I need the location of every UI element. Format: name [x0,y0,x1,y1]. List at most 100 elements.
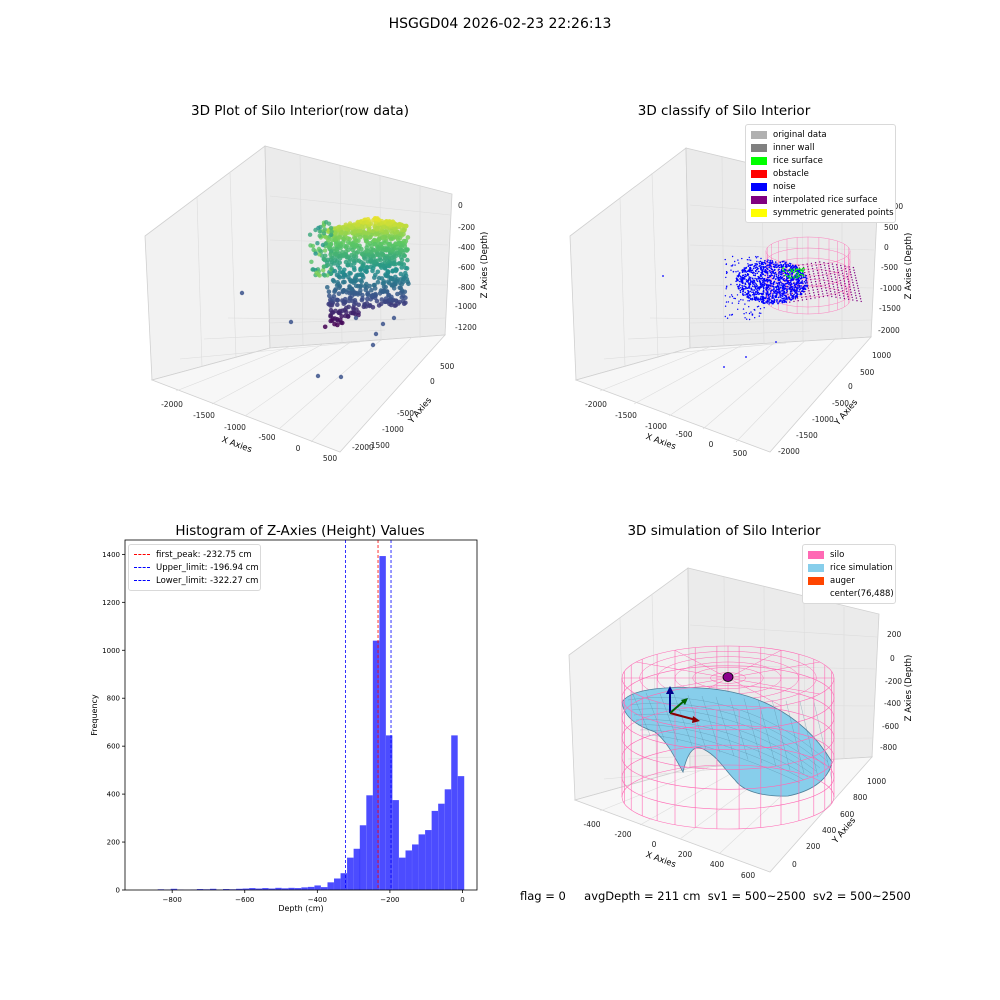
legend-label: Upper_limit: -196.94 cm [156,562,259,573]
noise-point [781,274,783,276]
noise-point [761,273,763,275]
noise-point [765,286,768,289]
raw-point [373,221,379,226]
noise-point [779,293,781,296]
noise-point [801,287,803,290]
interpolated-surface-point [811,267,814,270]
raw-point [365,220,370,225]
raw-point [361,262,366,268]
raw-point [382,257,387,263]
raw-point [373,292,378,298]
noise-point [771,270,774,273]
noise-point [781,276,784,279]
noise-point [777,285,780,288]
noise-point [771,289,773,292]
raw-point [351,305,356,310]
noise-point [781,287,784,290]
raw-point [348,241,353,246]
raw-point [328,307,334,313]
raw-point [376,236,382,242]
noise-point [746,279,749,282]
raw-point [342,299,348,305]
interpolated-surface-point [808,292,811,295]
noise-point [756,266,758,269]
raw-point [342,252,347,257]
noise-point [790,288,793,291]
noise-point [758,286,761,289]
raw-point [349,241,355,247]
noise-point [744,273,747,276]
noise-point [747,279,750,282]
raw-point [331,233,337,239]
rice-surface-point [782,267,785,269]
interpolated-surface-point [850,291,852,293]
raw-point [358,231,363,237]
raw-point [385,221,391,227]
noise-point [764,266,766,269]
interpolated-surface-point [797,300,799,302]
raw-point [354,273,359,278]
raw-point [385,279,391,285]
legend-swatch [808,563,824,572]
legend-entry: noise [751,180,890,193]
raw-point [387,235,393,241]
noise-point [797,270,800,273]
raw-z-tick: -400 [458,243,475,252]
noise-point [766,299,769,302]
noise-point [757,286,760,289]
raw-point [357,220,363,226]
noise-point [759,299,762,301]
noise-point [773,298,776,301]
raw-point [383,284,389,290]
interpolated-surface-point [798,264,800,267]
interpolated-surface-point [856,300,858,302]
interpolated-surface-point [794,268,796,270]
histogram-y-tick-label: 400 [107,791,120,799]
raw-point [321,257,327,262]
raw-point [390,260,396,266]
raw-point [343,222,349,228]
noise-point [768,285,770,287]
noise-point [792,277,794,280]
noise-point [793,266,795,269]
noise-point [768,265,771,267]
noise-point [797,280,799,283]
noise-point [766,280,769,283]
noise-point [795,265,797,268]
raw-point [350,298,356,304]
noise-point [761,300,763,302]
raw-point [323,235,329,240]
silo-top-ring [692,667,764,689]
noise-point [796,292,798,295]
classify-plot-title: 3D classify of Silo Interior [637,103,811,119]
noise-point [774,296,777,299]
raw-point [339,314,345,319]
noise-point [778,272,780,274]
simulation-plot-title: 3D simulation of Silo Interior [627,523,821,539]
raw-x-tick: -500 [258,433,275,442]
noise-point [794,283,796,285]
simulation-y-tick: 600 [840,810,855,819]
noise-point [761,277,764,279]
raw-point [387,219,392,224]
simulation-legend: silo rice simulation auger center(76,488… [802,544,896,604]
raw-point [316,269,321,274]
noise-point [782,293,784,295]
noise-point [769,279,772,282]
noise-point [789,290,792,293]
raw-point [366,227,372,232]
noise-point [757,267,759,270]
raw-point [365,254,371,259]
raw-point [326,301,332,307]
interpolated-surface-point [841,287,843,289]
noise-point [788,269,790,271]
raw-point [347,270,352,276]
interpolated-surface-point [794,287,796,289]
noise-point [738,273,740,276]
interpolated-surface-point [792,279,795,281]
interpolated-surface-point [846,290,848,293]
noise-point [787,270,789,272]
noise-point [785,274,787,276]
noise-point [783,286,785,289]
noise-point [746,292,749,295]
